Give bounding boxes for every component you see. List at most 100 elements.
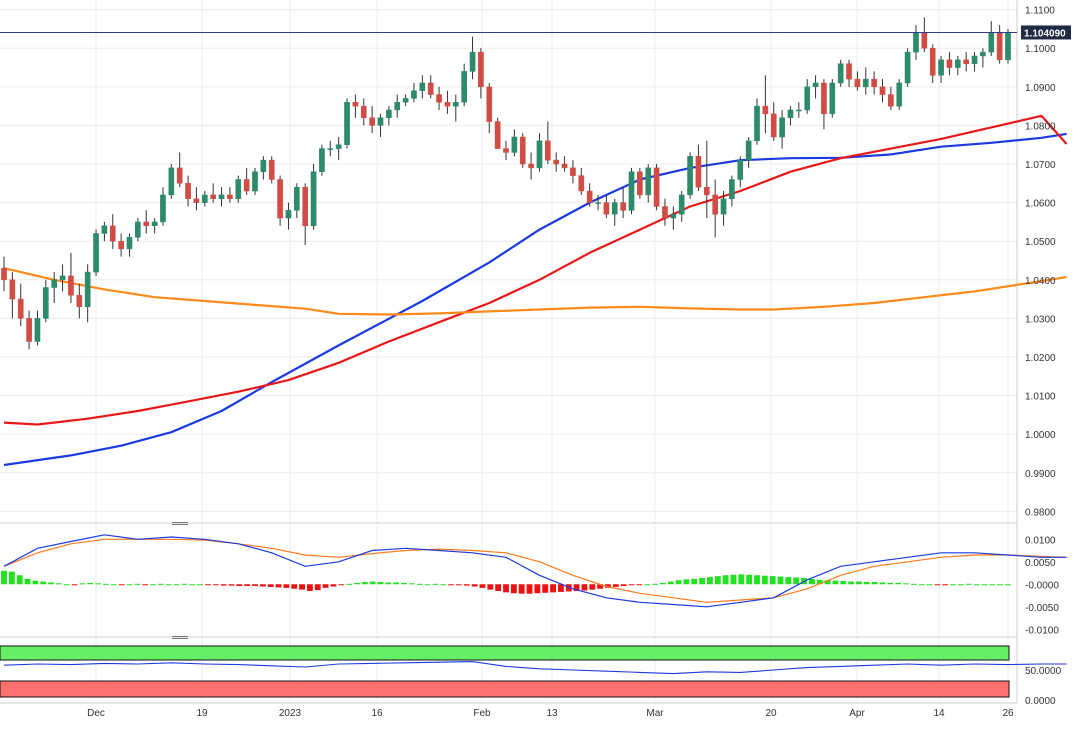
macd-histogram-bar xyxy=(55,583,62,585)
macd-histogram-bar xyxy=(408,583,415,585)
macd-histogram-bar xyxy=(510,584,517,594)
macd-histogram-bar xyxy=(910,583,917,585)
macd-histogram-bar xyxy=(542,584,549,593)
candle xyxy=(553,152,560,172)
macd-histogram-bar xyxy=(8,571,15,585)
candle xyxy=(603,194,610,219)
rsi-tick-label: 0.0000 xyxy=(1025,696,1056,707)
macd-histogram-bar xyxy=(550,584,556,593)
candle xyxy=(59,264,66,292)
candle xyxy=(678,191,685,222)
macd-histogram-bar xyxy=(526,584,533,594)
macd-histogram-bar xyxy=(346,583,353,585)
price-tick-label: 1.1100 xyxy=(1025,6,1055,17)
macd-histogram-bar xyxy=(369,581,376,585)
x-tick-label: 14 xyxy=(933,708,945,719)
candle xyxy=(285,202,292,230)
macd-histogram-bar xyxy=(832,580,839,585)
macd-histogram-bar xyxy=(581,584,588,591)
macd-histogram-bar xyxy=(87,582,94,585)
macd-histogram-bar xyxy=(605,584,611,588)
candle xyxy=(319,144,325,176)
x-tick-label: 26 xyxy=(1002,708,1014,719)
rsi-line xyxy=(3,661,1067,675)
macd-histogram-bar xyxy=(769,576,776,585)
x-axis: Dec 19 2023 16 Feb 13 Mar 20 Apr 14 26 xyxy=(87,708,1014,719)
macd-histogram-bar xyxy=(244,584,251,587)
macd-histogram-bar xyxy=(730,574,737,585)
macd-histogram-bar xyxy=(40,581,47,585)
macd-histogram-bar xyxy=(322,584,329,588)
price-tick-label: 1.0200 xyxy=(1025,353,1056,364)
candle xyxy=(971,52,978,72)
macd-histogram-bar xyxy=(997,584,1004,586)
macd-histogram-bar xyxy=(981,584,988,586)
last-price-badge xyxy=(1021,25,1071,40)
macd-histogram-bar xyxy=(879,582,886,585)
price-y-axis: 1.1100 1.1000 1.0900 1.0800 1.0700 1.0600 1.05… xyxy=(1025,6,1056,519)
macd-histogram-bar xyxy=(816,579,823,585)
candle xyxy=(854,71,861,91)
candle xyxy=(528,152,534,180)
macd-signal-line xyxy=(3,538,1067,603)
candle xyxy=(360,98,367,126)
candle xyxy=(143,210,150,234)
candle xyxy=(503,140,509,161)
macd-histogram-bar xyxy=(707,577,713,585)
candle xyxy=(26,310,32,350)
macd-histogram-bar xyxy=(950,584,957,586)
candle xyxy=(804,79,811,114)
x-tick-label: 16 xyxy=(371,708,383,719)
macd-histogram-bar xyxy=(495,584,502,591)
macd-histogram-bar xyxy=(918,584,925,586)
candle xyxy=(151,218,158,234)
candle xyxy=(118,233,124,257)
macd-histogram-bar xyxy=(456,584,462,586)
candle xyxy=(252,167,258,195)
price-tick-label: 0.9900 xyxy=(1025,469,1056,480)
candle xyxy=(469,36,476,80)
candle xyxy=(511,129,518,157)
macd-histogram-bar xyxy=(95,583,102,585)
candle xyxy=(787,106,794,126)
candle xyxy=(545,121,551,165)
macd-histogram-bar xyxy=(479,584,486,588)
macd-histogram-bar xyxy=(338,584,345,586)
macd-histogram-bar xyxy=(416,583,423,585)
candle xyxy=(812,75,819,99)
candle xyxy=(637,167,643,199)
candle xyxy=(862,67,869,95)
macd-histogram-bar xyxy=(103,583,109,585)
x-tick-label: 20 xyxy=(765,708,777,719)
macd-histogram-bar xyxy=(714,576,721,585)
macd-histogram-bar xyxy=(856,581,862,585)
candle xyxy=(218,187,225,207)
macd-line xyxy=(3,534,1067,608)
candle xyxy=(938,55,944,83)
macd-histogram-bar xyxy=(871,582,878,585)
macd-histogram-bar xyxy=(487,584,494,590)
macd-histogram-bar xyxy=(887,582,894,585)
macd-histogram-bar xyxy=(471,584,478,587)
macd-histogram-bar xyxy=(212,584,219,586)
macd-histogram-bar xyxy=(157,583,164,585)
macd-histogram-bar xyxy=(1005,584,1011,586)
candle xyxy=(101,221,108,242)
candle xyxy=(904,48,911,87)
rsi-overbought-band xyxy=(0,645,1010,661)
price-tick-label: 1.0700 xyxy=(1025,160,1056,171)
candle xyxy=(595,194,601,211)
candle xyxy=(754,98,760,145)
macd-histogram-bar xyxy=(118,584,125,586)
macd-histogram-bar xyxy=(738,574,745,585)
macd-histogram-bar xyxy=(197,584,204,586)
candle xyxy=(478,48,484,99)
macd-histogram-bar xyxy=(785,577,792,585)
candle xyxy=(84,264,91,323)
macd-tick-label: 0.0050 xyxy=(1025,558,1056,569)
macd-histogram-bar xyxy=(259,584,266,587)
macd-histogram-bar xyxy=(746,574,753,585)
macd-tick-label: -0.0050 xyxy=(1025,603,1059,614)
rsi-tick-label: 50.0000 xyxy=(1025,666,1062,677)
macd-histogram-bar xyxy=(958,584,964,586)
